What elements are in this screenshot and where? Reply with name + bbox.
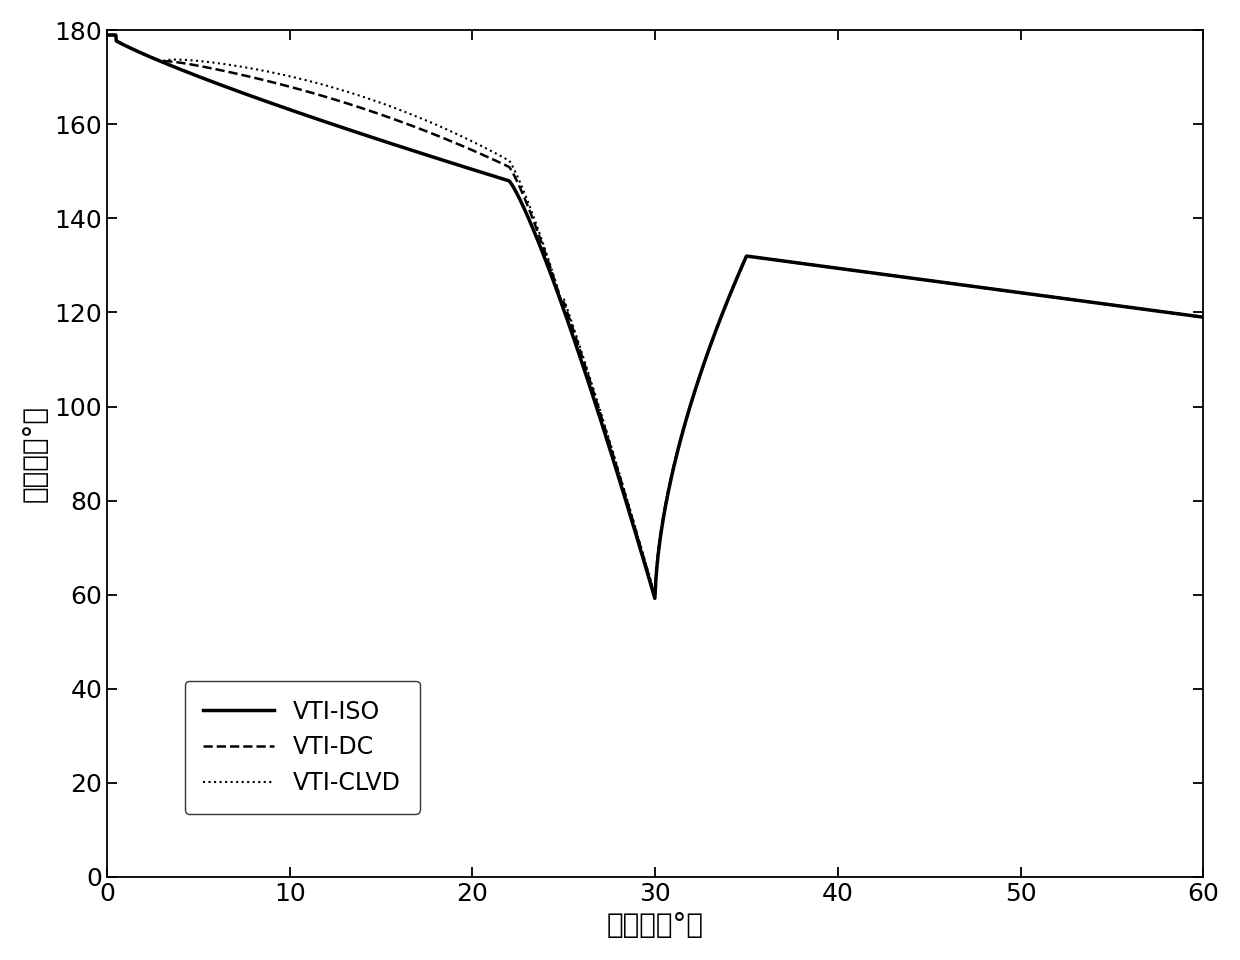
- VTI-CLVD: [155, 55, 170, 66]
- VTI-CLVD: [1195, 311, 1210, 323]
- Line: VTI-DC: VTI-DC: [107, 35, 1203, 596]
- VTI-CLVD: [632, 538, 647, 549]
- Line: VTI-ISO: VTI-ISO: [107, 35, 1203, 598]
- VTI-ISO: [1164, 307, 1179, 319]
- VTI-DC: [647, 590, 662, 602]
- VTI-ISO: [1164, 307, 1179, 319]
- VTI-DC: [155, 56, 170, 67]
- VTI-ISO: [99, 29, 114, 40]
- VTI-CLVD: [963, 280, 978, 292]
- VTI-DC: [1164, 307, 1179, 319]
- VTI-DC: [604, 442, 619, 453]
- VTI-DC: [1195, 311, 1210, 323]
- VTI-CLVD: [99, 29, 114, 40]
- VTI-ISO: [632, 542, 647, 554]
- VTI-DC: [632, 540, 647, 551]
- VTI-CLVD: [1164, 307, 1179, 319]
- VTI-ISO: [647, 592, 662, 604]
- VTI-CLVD: [604, 440, 619, 451]
- VTI-ISO: [155, 57, 170, 68]
- VTI-DC: [963, 280, 978, 292]
- VTI-ISO: [1195, 311, 1210, 323]
- VTI-ISO: [963, 280, 978, 292]
- VTI-CLVD: [647, 589, 662, 601]
- VTI-DC: [99, 29, 114, 40]
- Y-axis label: 极化角（°）: 极化角（°）: [21, 405, 48, 502]
- X-axis label: 入射角（°）: 入射角（°）: [606, 911, 703, 939]
- VTI-CLVD: [1164, 307, 1179, 319]
- Line: VTI-CLVD: VTI-CLVD: [107, 35, 1203, 595]
- VTI-ISO: [604, 447, 619, 459]
- Legend: VTI-ISO, VTI-DC, VTI-CLVD: VTI-ISO, VTI-DC, VTI-CLVD: [185, 681, 420, 814]
- VTI-DC: [1164, 307, 1179, 319]
